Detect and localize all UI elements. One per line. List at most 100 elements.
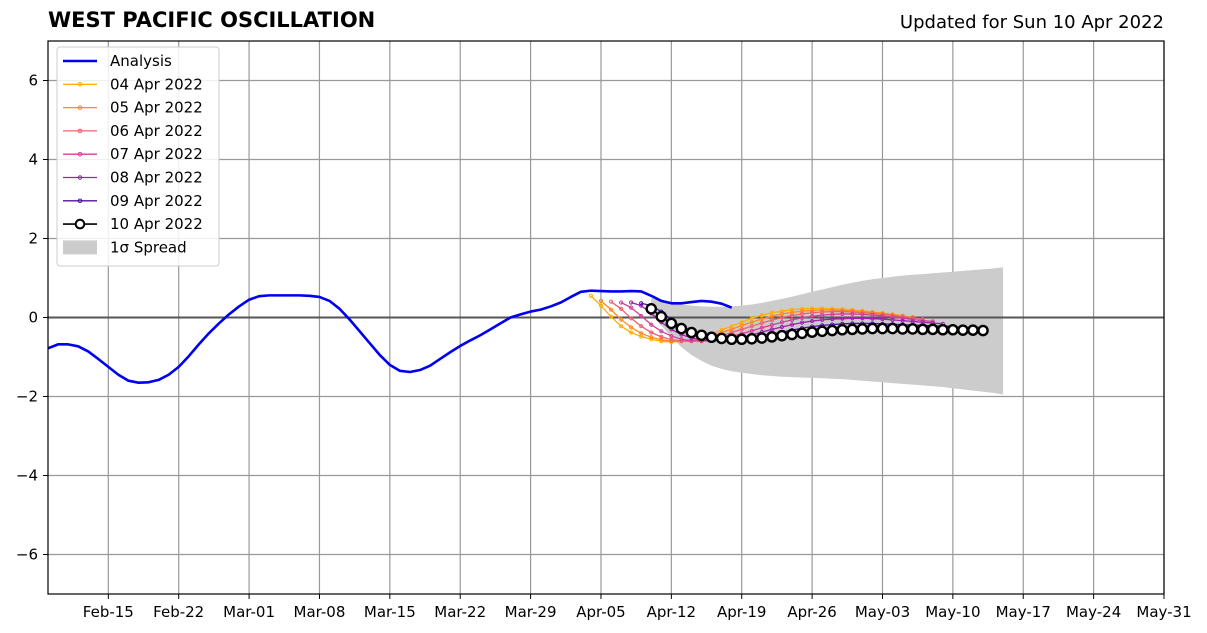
legend-marker xyxy=(77,128,83,134)
x-tick-label: Apr-19 xyxy=(717,603,767,621)
legend-item: 10 Apr 2022 xyxy=(63,215,203,233)
forecast-point xyxy=(649,335,654,340)
forecast-point xyxy=(820,317,825,322)
forecast-point xyxy=(598,303,604,308)
forecast-point xyxy=(957,324,969,336)
forecast-point xyxy=(789,313,795,318)
forecast-point xyxy=(906,323,919,335)
forecast-point xyxy=(866,322,879,335)
forecast-point xyxy=(900,316,905,321)
forecast-point xyxy=(749,320,754,325)
forecast-point xyxy=(629,316,634,321)
forecast-point xyxy=(725,333,738,346)
forecast-series xyxy=(645,303,989,346)
forecast-point xyxy=(789,322,795,327)
forecast-point xyxy=(779,320,785,325)
legend-item: 05 Apr 2022 xyxy=(63,99,203,117)
forecast-point xyxy=(769,327,774,332)
forecast-point xyxy=(886,322,899,335)
forecast-point xyxy=(629,325,634,330)
legend: Analysis 04 Apr 2022 05 Apr 2022 06 Apr 202… xyxy=(56,46,220,267)
x-tick-label: May-17 xyxy=(996,603,1051,621)
plot-frame xyxy=(47,40,1165,595)
x-tick-label: Mar-22 xyxy=(434,603,486,621)
forecast-point xyxy=(796,327,808,340)
forecast-point xyxy=(618,324,624,329)
forecast-point xyxy=(830,312,835,317)
forecast-point xyxy=(820,313,825,318)
legend-item: Analysis xyxy=(63,52,172,70)
forecast-point xyxy=(745,333,758,345)
forecast-point xyxy=(735,333,748,346)
legend-label: 10 Apr 2022 xyxy=(110,215,203,233)
forecast-point xyxy=(639,301,644,306)
forecast-point xyxy=(856,323,869,335)
x-tick-label: Feb-15 xyxy=(83,603,134,621)
y-tick-label: −4 xyxy=(16,467,38,485)
forecast-point xyxy=(810,314,815,319)
forecast-point xyxy=(926,323,939,336)
forecast-point xyxy=(629,300,634,305)
forecast-point xyxy=(749,316,754,321)
forecast-point xyxy=(810,308,815,313)
forecast-point xyxy=(830,316,835,322)
forecast-point xyxy=(759,316,764,322)
legend-label: 06 Apr 2022 xyxy=(110,122,203,140)
forecast-point xyxy=(947,323,959,336)
forecast-point xyxy=(799,306,805,311)
axes-layer: Feb-15 Feb-22 Mar-01 Mar-08 Mar-15 Mar-22 Mar-… xyxy=(16,40,1192,621)
forecast-point xyxy=(639,303,644,308)
forecast-layer xyxy=(588,293,989,346)
forecast-point xyxy=(900,318,905,323)
forecast-point xyxy=(608,299,614,304)
updated-label: Updated for Sun 10 Apr 2022 xyxy=(899,12,1164,33)
legend-item: 04 Apr 2022 xyxy=(63,75,203,93)
forecast-point xyxy=(629,330,634,335)
forecast-point xyxy=(840,311,845,317)
forecast-point xyxy=(850,311,855,317)
forecast-point xyxy=(618,306,624,311)
forecast-point xyxy=(786,328,798,341)
forecast-point xyxy=(896,323,909,335)
legend-label: 04 Apr 2022 xyxy=(110,75,203,93)
forecast-point xyxy=(659,334,664,339)
x-tick-label: May-03 xyxy=(855,603,910,621)
forecast-point xyxy=(685,326,698,339)
forecast-point xyxy=(806,326,818,338)
forecast-point xyxy=(645,303,658,315)
forecast-point xyxy=(649,330,654,335)
forecast-point xyxy=(836,323,849,336)
analysis-layer xyxy=(47,289,733,384)
forecast-point xyxy=(870,316,875,321)
y-tick-label: 4 xyxy=(28,151,38,169)
forecast-point xyxy=(769,314,774,319)
forecast-point xyxy=(749,324,754,329)
forecast-point xyxy=(608,307,614,312)
legend-label: 1σ Spread xyxy=(110,238,187,256)
forecast-point xyxy=(810,318,815,324)
forecast-point xyxy=(776,329,788,342)
x-tick-label: Apr-26 xyxy=(787,603,837,621)
forecast-point xyxy=(766,331,778,343)
analysis-line xyxy=(47,289,733,384)
y-tick-label: −2 xyxy=(16,388,38,406)
forecast-point xyxy=(759,325,764,330)
forecast-point xyxy=(618,317,624,322)
forecast-point xyxy=(618,300,624,305)
forecast-point xyxy=(675,322,688,335)
forecast-point xyxy=(679,337,684,342)
x-tick-label: Mar-29 xyxy=(505,603,557,621)
legend-item: 1σ Spread xyxy=(63,238,187,256)
legend-label: 08 Apr 2022 xyxy=(110,169,203,187)
x-tick-label: Mar-08 xyxy=(294,603,346,621)
forecast-point xyxy=(759,320,764,326)
forecast-point xyxy=(826,324,839,337)
forecast-point xyxy=(669,333,674,339)
legend-label: Analysis xyxy=(110,52,172,70)
x-tick-label: Apr-12 xyxy=(647,603,697,621)
forecast-point xyxy=(659,329,664,334)
forecast-point xyxy=(739,323,744,328)
forecast-point xyxy=(840,309,845,314)
forecast-point xyxy=(846,323,859,336)
forecast-point xyxy=(715,332,728,345)
